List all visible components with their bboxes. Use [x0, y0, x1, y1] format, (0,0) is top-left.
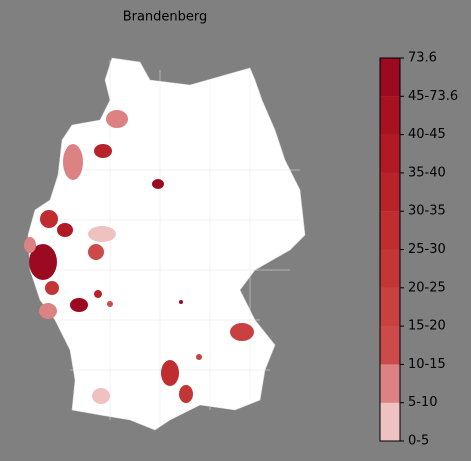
- colorbar-segment: [380, 287, 400, 327]
- region: [45, 281, 59, 295]
- colorbar-segment: [380, 364, 400, 403]
- colorbar-label: 15-20: [408, 319, 446, 334]
- colorbar-label: 25-30: [408, 242, 446, 257]
- region: [39, 303, 57, 319]
- colorbar-segment: [380, 96, 400, 135]
- map-title: Brandenberg: [123, 10, 208, 25]
- colorbar-segment: [380, 249, 400, 288]
- colorbar-label: 45-73.6: [408, 89, 458, 104]
- region: [24, 237, 36, 253]
- region: [106, 110, 128, 128]
- region: [88, 244, 104, 260]
- region: [70, 298, 88, 312]
- region: [230, 323, 254, 341]
- colorbar: 73.6 45-73.6 40-45 35-40 30-35 25-30 20-25 15-2…: [379, 51, 458, 449]
- region: [57, 223, 73, 237]
- colorbar-label: 5-10: [408, 395, 438, 410]
- region: [92, 388, 110, 404]
- region: [40, 210, 58, 228]
- region: [179, 385, 193, 403]
- colorbar-segment: [380, 172, 400, 212]
- colorbar-label: 0-5: [408, 434, 429, 449]
- colorbar-label: 73.6: [408, 51, 437, 66]
- regions: [24, 110, 254, 404]
- colorbar-label: 20-25: [408, 280, 446, 295]
- colorbar-label: 30-35: [408, 204, 446, 219]
- region: [29, 244, 57, 280]
- colorbar-label: 35-40: [408, 165, 446, 180]
- colorbar-segment: [380, 402, 400, 441]
- region: [94, 290, 102, 298]
- colorbar-segment: [380, 58, 400, 97]
- region: [107, 301, 113, 307]
- region: [94, 144, 112, 158]
- region: [161, 360, 179, 386]
- colorbar-segment: [380, 326, 400, 365]
- map: [24, 57, 306, 431]
- region: [88, 226, 116, 242]
- region: [179, 300, 183, 304]
- region: [152, 179, 164, 189]
- colorbar-segment: [380, 134, 400, 173]
- region: [63, 144, 83, 180]
- colorbar-segment: [380, 211, 400, 250]
- region: [196, 354, 202, 360]
- colorbar-label: 40-45: [408, 127, 446, 142]
- colorbar-label: 10-15: [408, 357, 446, 372]
